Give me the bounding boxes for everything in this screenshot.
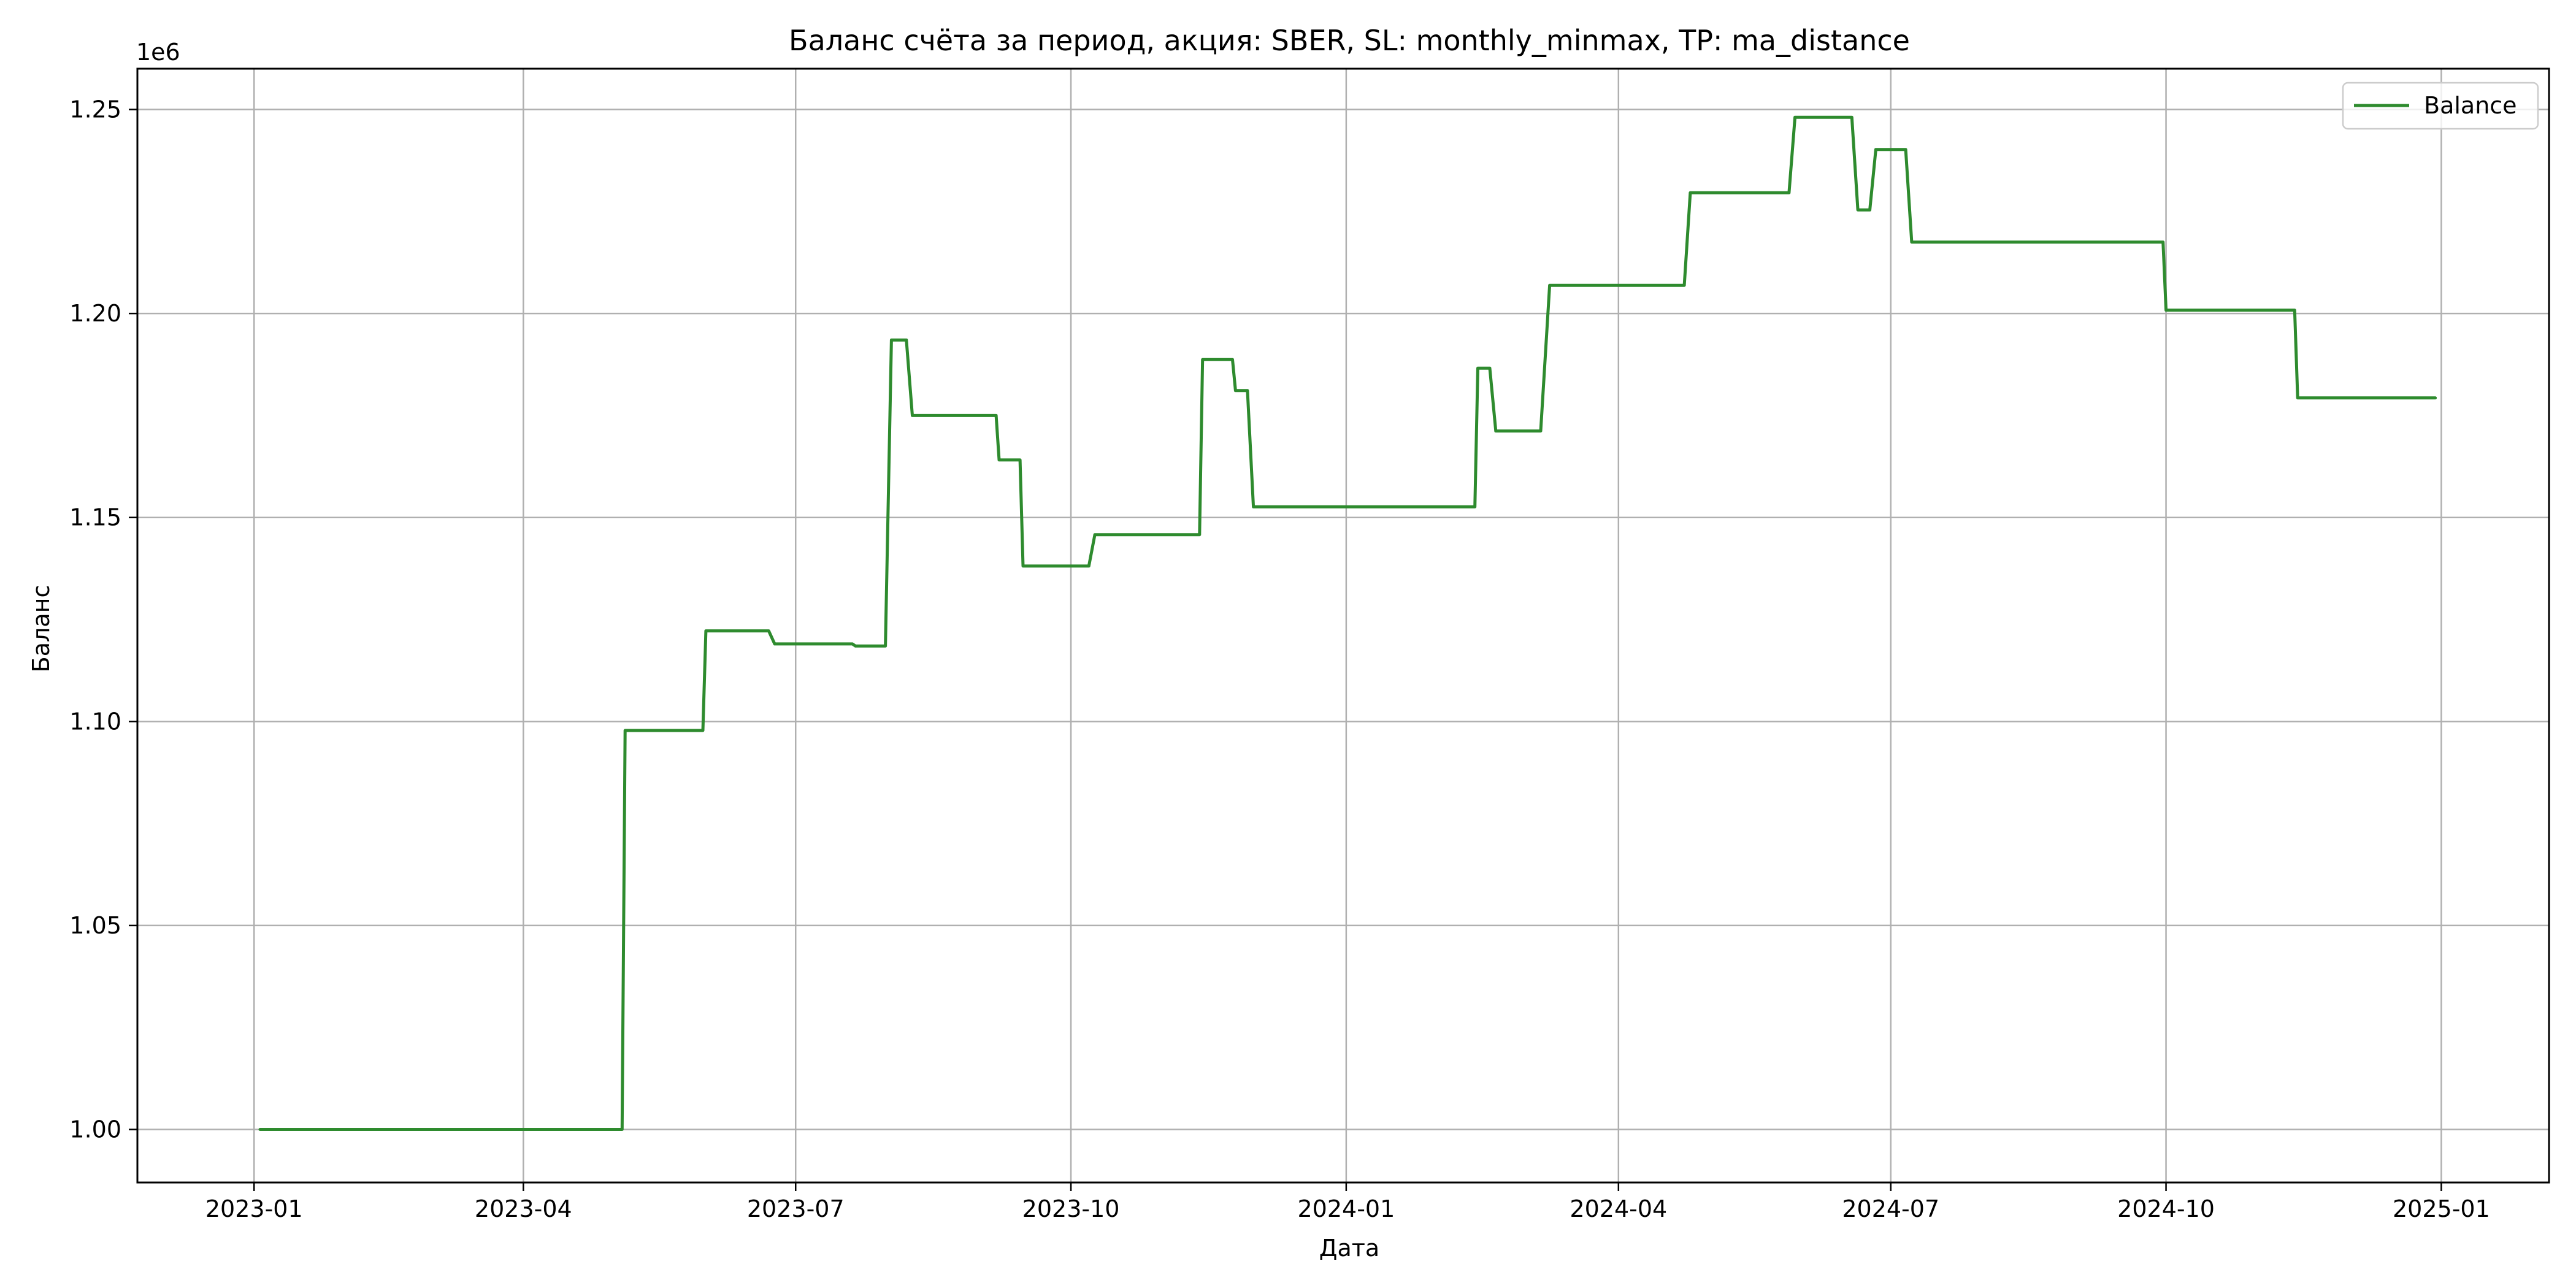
x-tick-label: 2024-10 bbox=[2117, 1195, 2215, 1222]
x-axis-label: Дата bbox=[1319, 1235, 1379, 1262]
ticks: 2023-01 2023-04 2023-07 2023-10 2024-01 2024-… bbox=[69, 96, 2490, 1222]
plot-frame bbox=[136, 67, 2550, 1184]
y-tick-label: 1.20 bbox=[69, 300, 121, 327]
y-offset-label: 1e6 bbox=[136, 39, 180, 66]
x-tick-label: 2025-01 bbox=[2393, 1195, 2490, 1222]
x-tick-label: 2023-01 bbox=[205, 1195, 303, 1222]
series-layer bbox=[258, 115, 2437, 1131]
x-tick-label: 2024-07 bbox=[1842, 1195, 1939, 1222]
x-tick-label: 2024-01 bbox=[1297, 1195, 1395, 1222]
y-axis-label: Баланс bbox=[28, 585, 55, 673]
legend-label-balance: Balance bbox=[2424, 92, 2517, 119]
legend-box bbox=[2342, 82, 2539, 130]
x-tick-label: 2023-10 bbox=[1022, 1195, 1120, 1222]
legend: Balance bbox=[2342, 82, 2539, 130]
x-tick-label: 2023-04 bbox=[475, 1195, 572, 1222]
x-tick-label: 2024-04 bbox=[1570, 1195, 1667, 1222]
series-line-balance bbox=[258, 115, 2437, 1131]
chart-title: Баланс счёта за период, акция: SBER, SL:… bbox=[789, 24, 1910, 57]
y-tick-label: 1.10 bbox=[69, 708, 121, 735]
y-tick-label: 1.25 bbox=[69, 96, 121, 123]
x-tick-label: 2023-07 bbox=[747, 1195, 845, 1222]
y-tick-label: 1.00 bbox=[69, 1116, 121, 1143]
y-tick-label: 1.15 bbox=[69, 504, 121, 531]
grid bbox=[137, 69, 2549, 1183]
y-tick-label: 1.05 bbox=[69, 912, 121, 939]
